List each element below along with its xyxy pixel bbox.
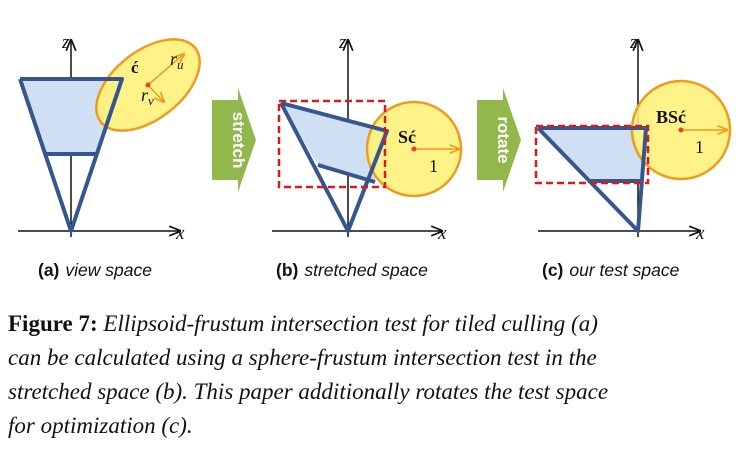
panel-a-view-space: ć ru rv z x (a) view space	[18, 32, 201, 280]
caption-text-1: Ellipsoid-frustum intersection test for …	[103, 311, 598, 336]
rotate-arrow-shape	[477, 88, 521, 192]
caption-line-3: stretched space (b). This paper addition…	[8, 379, 609, 404]
panel-b-caption: (b) stretched space	[276, 260, 428, 280]
panel-a-ru-label: ru	[170, 49, 184, 72]
panel-a-caption: (a) view space	[38, 260, 152, 280]
panel-a-rv-label: rv	[141, 85, 154, 108]
panel-b-sphere-label: Sć	[398, 127, 416, 147]
panel-c-caption: (c) our test space	[542, 260, 680, 280]
panel-b-center-point	[411, 146, 417, 152]
panel-b-frustum-fill	[281, 103, 387, 182]
panel-c-sphere-label: BSć	[656, 107, 686, 127]
rotate-arrow-label: rotate	[494, 116, 513, 163]
stretch-arrow-shape	[212, 88, 256, 192]
panel-b-x-label: x	[437, 223, 447, 244]
rotate-arrow: rotate	[477, 88, 521, 192]
panel-c-frustum-fill	[538, 128, 646, 181]
panel-b-z-label: z	[338, 32, 347, 53]
panel-a-z-label: z	[61, 32, 70, 53]
panel-a-center-label: ć	[131, 58, 139, 77]
panel-c-bounding-box	[534, 124, 650, 185]
figure-label: Figure 7:	[8, 311, 98, 336]
panel-c-z-label: z	[629, 32, 638, 53]
panel-b-radius-label: 1	[429, 156, 438, 176]
panel-a-ru-arrow	[147, 54, 184, 86]
stretch-arrow-label: stretch	[229, 112, 248, 169]
panel-c-center-point	[678, 127, 684, 133]
panel-b-stretched-space: Sć 1 z x (b) stretched space	[272, 32, 463, 280]
panel-a-rv-arrow	[147, 84, 164, 102]
panel-b-bounding-box	[277, 99, 387, 189]
panel-c-radius-label: 1	[695, 137, 704, 157]
caption-line-2: can be calculated using a sphere-frustum…	[8, 345, 597, 370]
panel-c-test-space: BSć 1 z x (c) our test space	[534, 32, 732, 280]
panel-b-tile-divider	[317, 163, 376, 184]
panel-c-x-label: x	[695, 223, 705, 244]
stretch-arrow: stretch	[212, 88, 256, 192]
panel-a-x-label: x	[175, 223, 185, 244]
caption-line-1: Figure 7: Ellipsoid-frustum intersection…	[8, 311, 598, 337]
figure-7: ć ru rv z x (a) view space stretch Sć 1 z…	[18, 32, 732, 280]
caption-line-4: for optimization (c).	[8, 413, 193, 438]
panel-a-center-point	[145, 82, 151, 88]
